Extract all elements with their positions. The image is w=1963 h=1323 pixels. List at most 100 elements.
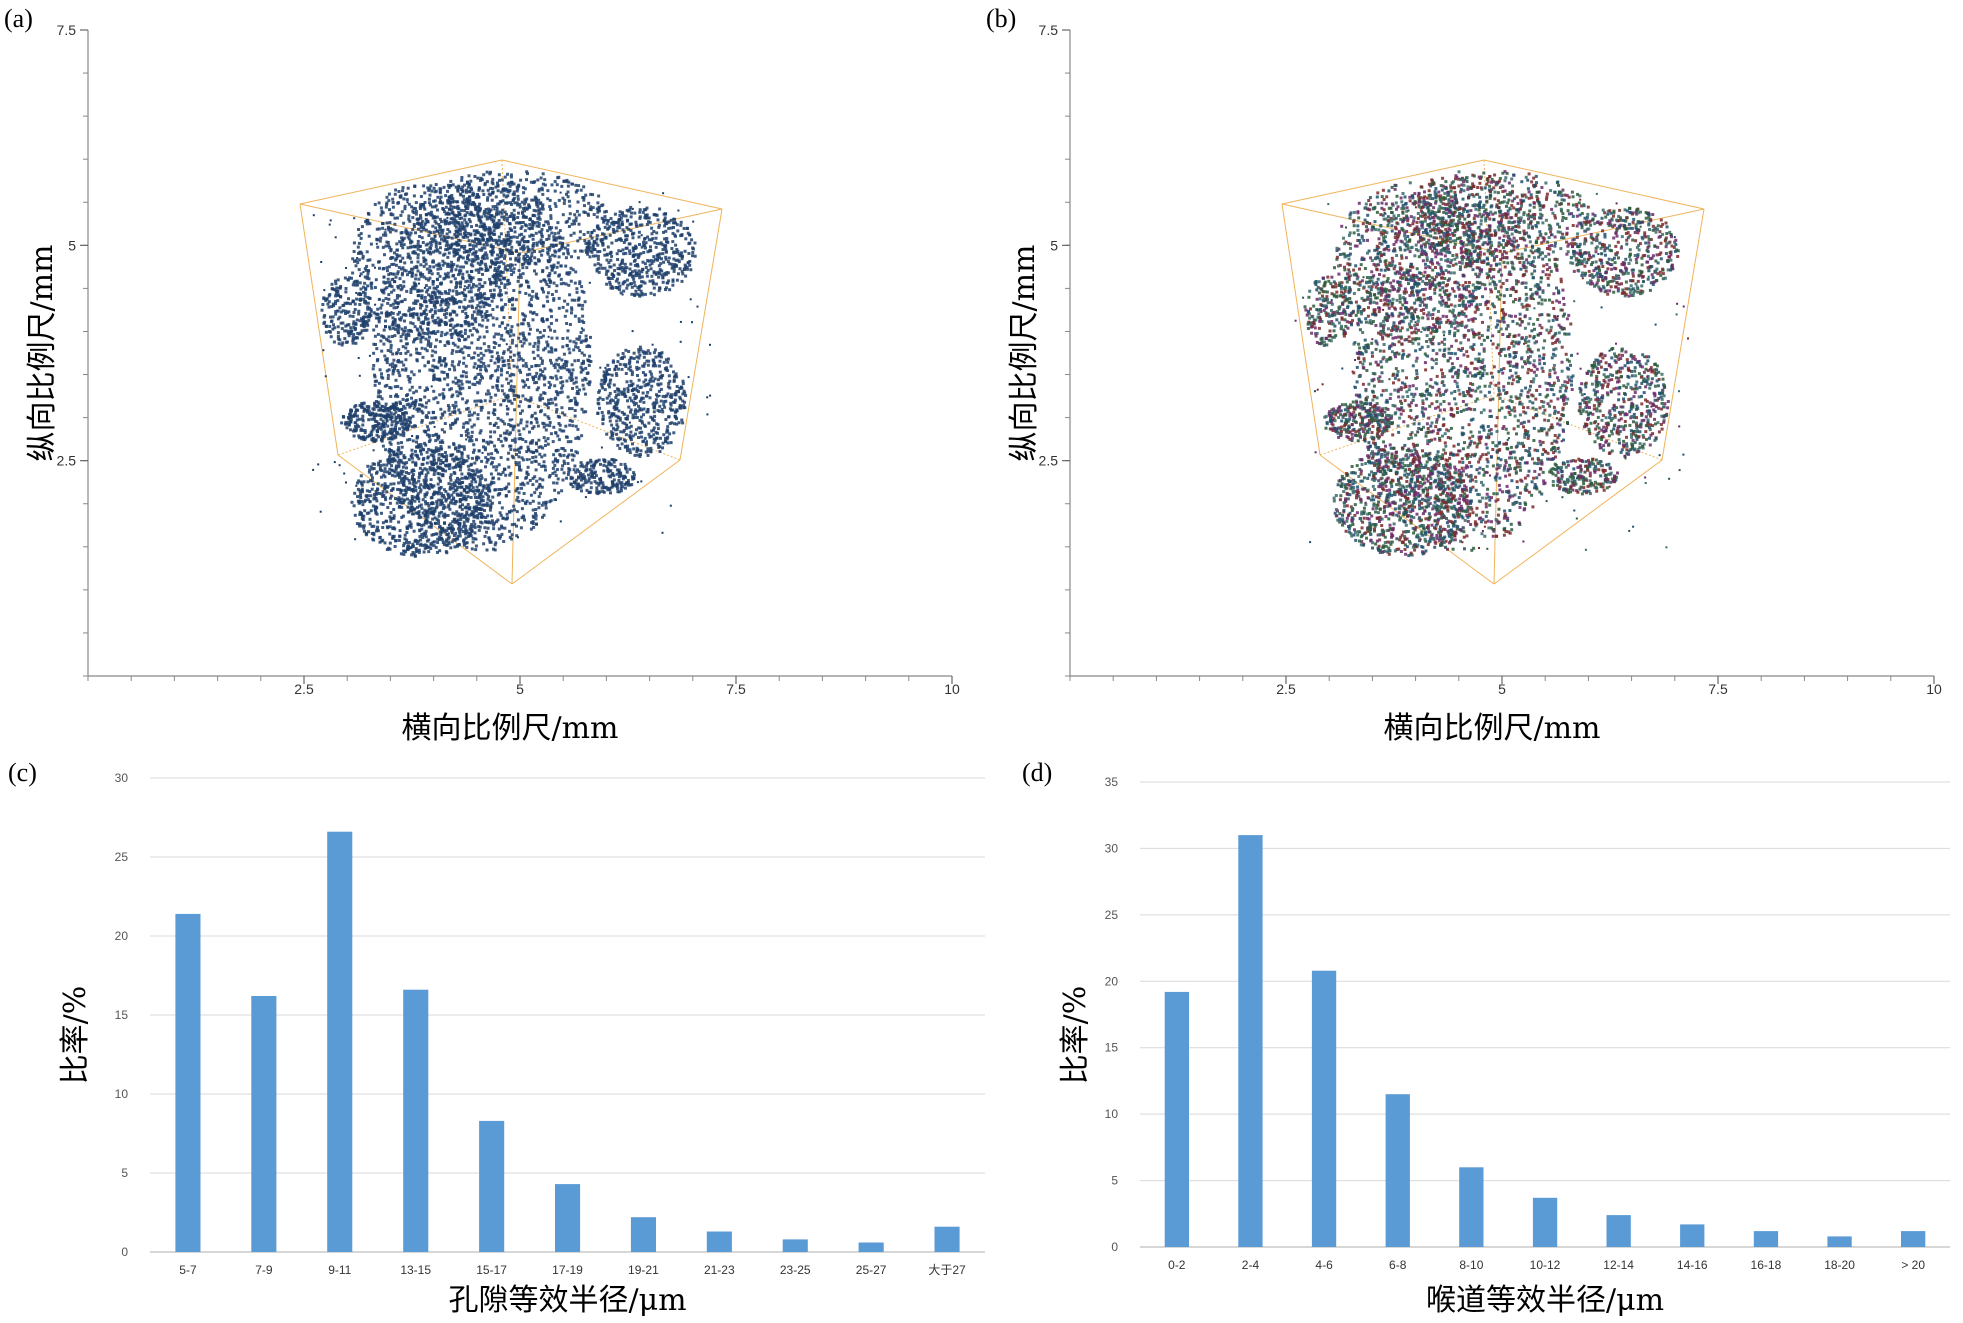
pore-voxel <box>595 234 599 238</box>
pore-voxel <box>539 445 543 449</box>
pore-voxel <box>569 279 573 283</box>
pore-voxel <box>399 316 403 320</box>
pore-voxel <box>518 233 522 237</box>
pore-voxel <box>602 220 606 224</box>
pore-voxel <box>458 350 462 353</box>
pore-voxel <box>519 275 523 279</box>
pore-voxel <box>381 299 385 303</box>
pore-voxel <box>436 267 440 271</box>
pore-voxel <box>658 242 662 246</box>
pore-voxel <box>483 214 487 218</box>
pore-voxel <box>391 369 395 373</box>
pore-voxel <box>618 210 622 214</box>
pore-voxel <box>437 223 441 226</box>
pore-voxel <box>512 504 516 508</box>
pore-voxel <box>388 280 392 284</box>
pore-voxel <box>549 208 553 211</box>
pore-voxel <box>656 427 660 431</box>
pore-voxel <box>503 210 507 214</box>
pore-voxel <box>425 491 429 495</box>
pore-voxel <box>578 388 581 392</box>
pore-voxel <box>438 241 442 245</box>
pore-voxel <box>410 245 414 249</box>
pore-voxel <box>578 282 582 286</box>
pore-voxel <box>455 290 459 293</box>
pore-voxel <box>452 219 456 223</box>
pore-voxel <box>614 365 618 368</box>
pore-voxel <box>438 251 442 255</box>
pore-voxel <box>455 510 459 514</box>
pore-voxel <box>401 186 405 190</box>
pore-voxel <box>541 241 545 245</box>
pore-voxel <box>475 455 479 459</box>
pore-voxel <box>401 368 404 372</box>
pore-voxel <box>539 241 543 245</box>
pore-voxel <box>471 191 475 195</box>
pore-voxel <box>665 281 669 285</box>
pore-voxel <box>444 303 448 306</box>
pore-voxel <box>377 389 381 393</box>
pore-voxel <box>480 215 484 219</box>
pore-voxel <box>646 268 650 272</box>
pore-voxel <box>412 225 416 228</box>
pore-voxel <box>474 489 478 492</box>
pore-voxel <box>470 333 474 337</box>
pore-voxel <box>553 470 557 474</box>
pore-voxel <box>472 310 476 314</box>
pore-voxel <box>477 475 480 479</box>
pore-voxel <box>563 449 567 453</box>
pore-voxel <box>347 421 351 424</box>
pore-voxel <box>497 261 501 265</box>
pore-voxel <box>685 267 689 271</box>
pore-voxel <box>472 213 476 217</box>
pore-voxel <box>549 361 553 365</box>
pore-voxel <box>451 197 455 201</box>
pore-voxel <box>557 491 561 495</box>
pore-voxel <box>565 309 569 313</box>
pore-voxel <box>438 358 442 362</box>
pore-voxel <box>681 399 685 403</box>
pore-voxel <box>435 461 439 465</box>
pore-voxel <box>617 389 621 393</box>
pore-voxel <box>608 391 612 395</box>
pore-voxel <box>478 378 482 382</box>
pore-voxel <box>618 267 622 271</box>
pore-voxel <box>638 345 642 349</box>
pore-voxel <box>520 238 524 242</box>
pore-voxel <box>525 499 529 503</box>
pore-voxel <box>566 462 570 465</box>
pore-voxel <box>473 377 477 380</box>
pore-voxel <box>540 455 544 459</box>
pore-voxel <box>487 411 491 415</box>
pore-voxel <box>485 325 489 329</box>
pore-voxel <box>468 380 471 384</box>
pore-voxel <box>619 430 623 434</box>
pore-voxel <box>650 375 654 379</box>
pore-voxel <box>471 258 475 262</box>
pore-voxel <box>399 386 403 390</box>
pore-voxel <box>486 314 490 317</box>
pore-voxel <box>397 446 401 450</box>
pore-voxel <box>448 298 452 302</box>
pore-voxel <box>403 207 407 211</box>
pore-voxel <box>648 370 652 374</box>
pore-voxel <box>388 327 392 331</box>
pore-voxel <box>539 211 543 215</box>
pore-voxel <box>579 249 583 253</box>
pore-voxel <box>488 350 492 354</box>
pore-voxel <box>500 506 504 510</box>
pore-voxel <box>493 215 497 219</box>
pore-voxel <box>526 445 530 449</box>
pore-voxel <box>481 499 485 503</box>
pore-voxel <box>517 394 521 398</box>
pore-voxel <box>521 364 525 368</box>
pore-voxel <box>510 273 514 277</box>
pore-voxel <box>490 374 494 377</box>
pore-voxel <box>558 273 561 277</box>
pore-voxel <box>524 252 528 256</box>
pore-voxel <box>378 316 382 320</box>
pore-voxel <box>536 220 540 224</box>
pore-voxel <box>427 360 430 364</box>
pore-voxel <box>595 267 599 271</box>
pore-voxel <box>355 418 359 422</box>
